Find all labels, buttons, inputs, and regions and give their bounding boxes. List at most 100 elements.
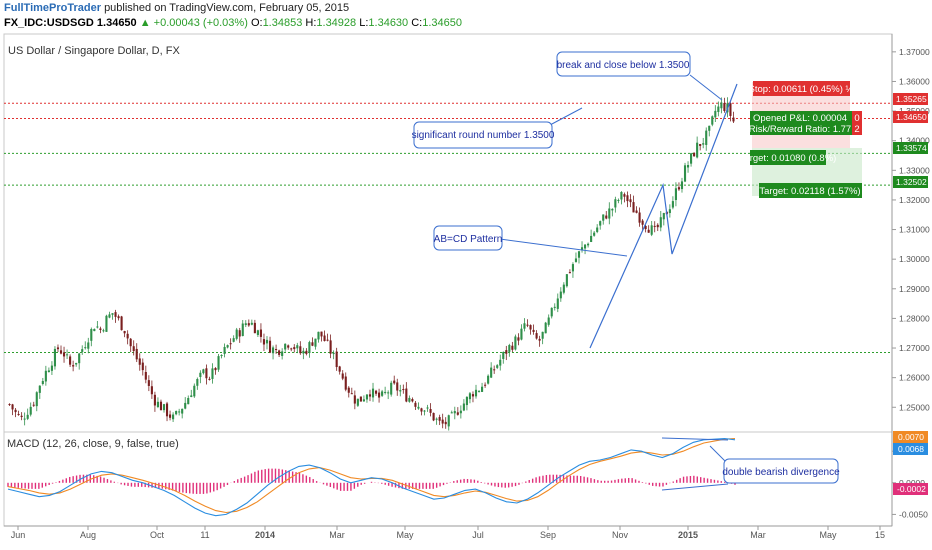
candle-body — [571, 264, 574, 272]
divergence-line-2 — [661, 483, 729, 491]
candle-body — [93, 328, 96, 332]
candle-body — [311, 342, 314, 346]
abcd-pattern-lines[interactable] — [589, 83, 738, 349]
candle-body — [344, 376, 347, 390]
candle-body — [241, 323, 244, 337]
candle-body — [456, 412, 459, 415]
candle-body — [165, 403, 169, 417]
candle-body — [511, 345, 514, 350]
candle-body — [677, 187, 681, 190]
candle-body — [326, 339, 329, 341]
candle-body — [596, 227, 599, 232]
candle-body — [38, 385, 41, 393]
stop-box[interactable]: Stop: 0.00611 (0.45%) ½ — [749, 81, 854, 96]
candle-body — [547, 317, 550, 325]
candle-body — [90, 329, 93, 341]
candle-body — [508, 345, 511, 352]
candle-body — [505, 350, 508, 354]
candle-body — [550, 307, 553, 317]
candle-body — [541, 331, 544, 339]
callout-break-close[interactable]: break and close below 1.3500 — [556, 51, 723, 101]
candle-body — [196, 379, 199, 386]
candle-body — [574, 258, 578, 262]
candle-body — [580, 247, 584, 251]
candle-body — [208, 378, 211, 380]
candle-body — [293, 347, 296, 350]
macd-axis: 0.00500.0000-0.0050 — [892, 446, 928, 519]
candle-body — [29, 406, 32, 415]
divergence-line-1 — [661, 437, 729, 441]
candle-body — [656, 224, 659, 228]
pnl-box[interactable]: Opened P&L: 0.00004 Risk/Reward Ratio: 1… — [749, 111, 862, 135]
y-tick-label: 1.31000 — [899, 225, 930, 235]
candle-body — [423, 410, 426, 412]
axis-tag-level3: 1.32502 — [893, 176, 928, 188]
published-text: published on TradingView.com, February 0… — [104, 2, 350, 14]
candle-body — [78, 353, 81, 364]
macd-tick-label: 0.0000 — [899, 478, 925, 488]
x-tick-label: Mar — [329, 530, 345, 540]
callout-round-number[interactable]: significant round number 1.3500 — [412, 107, 583, 149]
candle-body — [674, 188, 677, 201]
candle-body — [235, 329, 238, 339]
x-tick-label: Nov — [612, 530, 629, 540]
candle-body — [378, 392, 381, 398]
candle-body — [259, 329, 262, 337]
candle-body — [711, 116, 714, 125]
x-tick-label: Sep — [540, 530, 556, 540]
target2-text: Target: 0.02118 (1.57%) — [759, 186, 860, 197]
candle-body — [114, 312, 117, 317]
candle-body — [384, 391, 387, 393]
candle-body — [662, 212, 665, 220]
candle-body — [593, 232, 596, 236]
candle-body — [556, 298, 559, 309]
candle-body — [102, 330, 105, 332]
candle-body — [87, 342, 90, 349]
candle-body — [435, 418, 438, 420]
candle-body — [47, 370, 50, 373]
high-value: 1.34928 — [316, 17, 357, 29]
candle-body — [290, 348, 293, 350]
candle-body — [620, 192, 623, 200]
candle-body — [323, 335, 326, 342]
author-link[interactable]: FullTimeProTrader — [4, 2, 101, 14]
x-tick-label: 15 — [875, 530, 885, 540]
target1-box[interactable]: Target: 0.01080 (0.8%) — [740, 150, 837, 165]
candle-body — [347, 387, 350, 393]
candle-body — [429, 409, 432, 413]
candle-body — [608, 208, 611, 219]
y-tick-label: 1.29000 — [899, 284, 930, 294]
candle-body — [459, 410, 462, 414]
candle-body — [268, 340, 272, 353]
candle-body — [20, 415, 23, 418]
x-tick-label: 2015 — [678, 530, 698, 540]
candle-body — [629, 199, 632, 203]
target2-box[interactable]: Target: 0.02118 (1.57%) — [759, 183, 862, 198]
candle-body — [723, 102, 726, 111]
callout-divergence[interactable]: double bearish divergence — [709, 445, 840, 484]
candle-body — [732, 117, 735, 122]
candle-body — [129, 338, 132, 347]
candle-body — [490, 367, 493, 378]
price-label: 1.34650 — [96, 17, 137, 29]
candle-body — [190, 395, 193, 397]
horizontal-levels — [4, 102, 892, 353]
candle-body — [162, 404, 166, 411]
candle-body — [72, 365, 75, 367]
candle-body — [169, 414, 172, 418]
candle-body — [702, 143, 705, 145]
axis-tag-macd3: -0.0002 — [893, 483, 928, 495]
clip-digit-a: 0 — [854, 113, 859, 124]
candle-body — [647, 229, 650, 233]
candle-body — [302, 350, 305, 354]
candle-body — [35, 392, 38, 407]
candle-body — [214, 368, 217, 371]
candle-body — [387, 392, 390, 394]
candle-body — [229, 343, 232, 345]
candle-body — [381, 391, 384, 396]
x-tick-label: May — [819, 530, 837, 540]
candle-body — [26, 414, 29, 419]
callout-abcd[interactable]: AB=CD Pattern — [433, 225, 628, 257]
high-label: H: — [305, 17, 317, 29]
